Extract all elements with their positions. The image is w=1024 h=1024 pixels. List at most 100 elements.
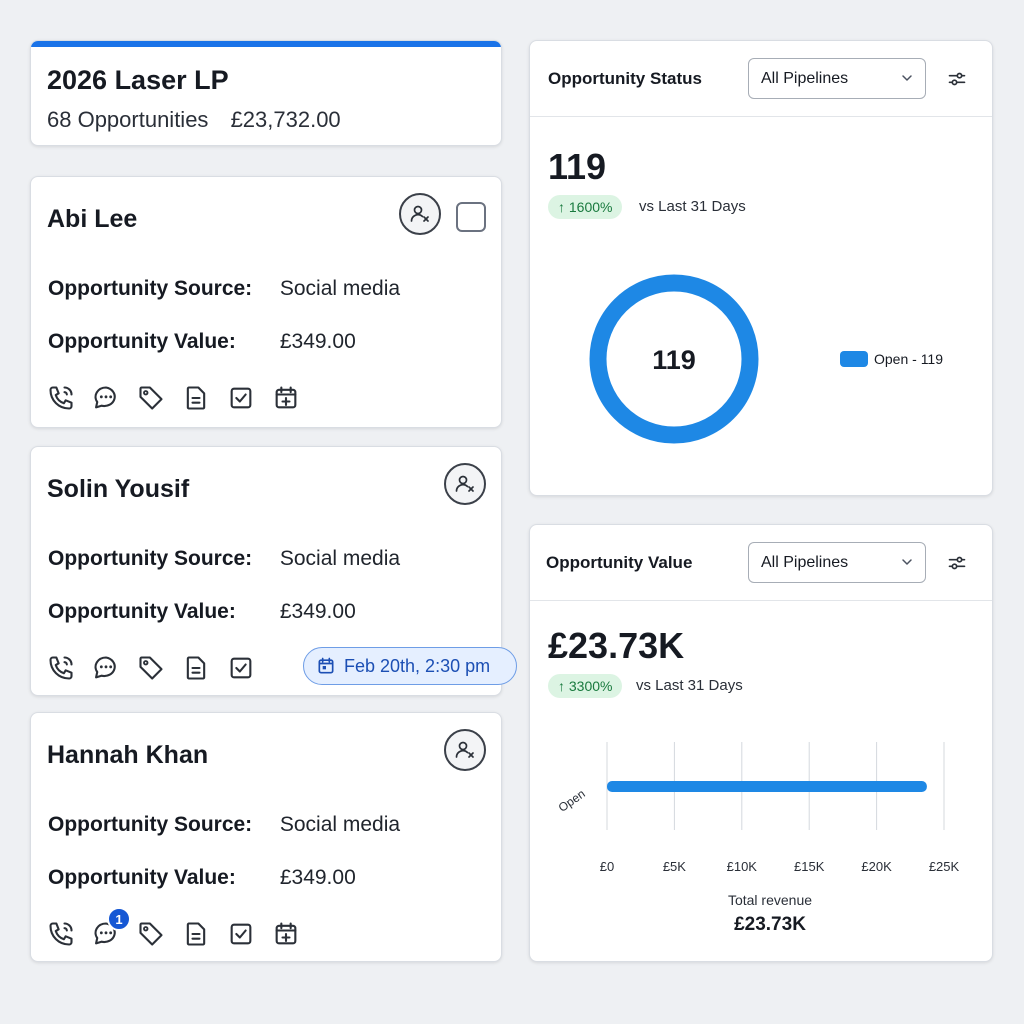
tag-icon <box>137 920 165 948</box>
calendar-add-icon <box>272 384 300 412</box>
unassign-user-button[interactable] <box>444 463 486 505</box>
filter-settings-icon[interactable] <box>947 69 967 89</box>
pipeline-summary-card: 2026 Laser LP 68 Opportunities £23,732.0… <box>30 40 502 146</box>
x-tick-label: £10K <box>727 859 758 874</box>
pipeline-select-value: All Pipelines <box>761 69 849 87</box>
opportunity-source-value: Social media <box>279 277 401 300</box>
notes-button[interactable] <box>181 919 211 949</box>
phone-icon <box>47 654 75 682</box>
message-button[interactable]: 1 <box>91 907 131 949</box>
opportunity-source-label: Opportunity Source: <box>48 547 253 570</box>
user-x-icon <box>453 472 477 496</box>
x-tick-label: £0 <box>600 859 614 874</box>
contact-name[interactable]: Abi Lee <box>47 205 138 233</box>
status-total: 119 <box>548 146 607 187</box>
legend-label-open: Open - 119 <box>874 351 944 367</box>
opportunity-source-row: Opportunity Source: Social media <box>48 813 400 837</box>
opportunity-card[interactable]: Solin Yousif Opportunity Source: Social … <box>30 446 517 696</box>
opportunity-value-row: Opportunity Value: £349.00 <box>48 330 356 354</box>
donut-slice-open[interactable] <box>589 274 759 444</box>
total-revenue-label: Total revenue <box>727 892 813 908</box>
opportunity-source-label: Opportunity Source: <box>48 277 253 300</box>
opportunity-status-widget: Opportunity Status All Pipelines 119 ↑ 1… <box>529 40 993 496</box>
tag-button[interactable] <box>136 653 166 683</box>
bar-open[interactable] <box>607 781 927 792</box>
appointment-chip[interactable]: Feb 20th, 2:30 pm <box>303 647 517 685</box>
chevron-down-icon <box>901 556 913 568</box>
x-tick-label: £15K <box>794 859 825 874</box>
status-trend-badge: ↑ 1600% <box>548 195 623 219</box>
calendar-add-icon <box>272 920 300 948</box>
calendar-icon <box>318 657 334 674</box>
opportunity-value-label: Opportunity Value: <box>48 330 236 353</box>
call-button[interactable] <box>46 919 76 949</box>
phone-icon <box>47 384 75 412</box>
chat-icon <box>92 384 120 412</box>
contact-name[interactable]: Hannah Khan <box>47 741 209 769</box>
x-tick-label: £5K <box>663 859 686 874</box>
quick-actions: 1 <box>46 907 316 949</box>
tag-button[interactable] <box>136 383 166 413</box>
legend-swatch-open <box>840 351 868 367</box>
value-bar-chart: £0 £5K £10K £15K £20K £25K Open <box>556 742 960 874</box>
pipeline-select[interactable]: All Pipelines <box>748 542 926 583</box>
tasks-button[interactable] <box>226 383 256 413</box>
widget-header: Opportunity Value All Pipelines <box>530 525 992 601</box>
x-tick-label: £20K <box>861 859 892 874</box>
widget-title: Opportunity Status <box>548 69 702 88</box>
contact-name[interactable]: Solin Yousif <box>47 475 190 503</box>
pipeline-meta: 68 Opportunities £23,732.00 <box>47 107 357 133</box>
user-x-icon <box>408 202 432 226</box>
select-checkbox[interactable] <box>456 202 486 232</box>
task-check-icon <box>227 920 255 948</box>
appointment-button[interactable] <box>271 383 301 413</box>
pipeline-select-value: All Pipelines <box>761 553 849 571</box>
donut-center-label: 119 <box>652 345 696 375</box>
unread-message-badge: 1 <box>107 907 131 931</box>
opportunity-source-value: Social media <box>279 547 401 570</box>
appointment-button[interactable] <box>271 919 301 949</box>
notes-button[interactable] <box>181 383 211 413</box>
opportunity-value-row: Opportunity Value: £349.00 <box>48 866 356 890</box>
filter-settings-icon[interactable] <box>947 553 967 573</box>
call-button[interactable] <box>46 383 76 413</box>
task-check-icon <box>227 654 255 682</box>
tag-button[interactable] <box>136 919 166 949</box>
unassign-user-button[interactable] <box>444 729 486 771</box>
opportunity-value-label: Opportunity Value: <box>48 600 236 623</box>
message-button[interactable] <box>91 383 121 413</box>
unassign-user-button[interactable] <box>399 193 441 235</box>
phone-icon <box>47 920 75 948</box>
tag-icon <box>137 384 165 412</box>
x-tick-label: £25K <box>929 859 960 874</box>
chevron-down-icon <box>901 72 913 84</box>
opportunity-card[interactable]: Hannah Khan Opportunity Source: Social m… <box>30 712 502 962</box>
value-trend-label: vs Last 31 Days <box>636 677 743 694</box>
opportunity-value-amount: £349.00 <box>279 866 356 889</box>
opportunity-value-amount: £349.00 <box>279 330 356 353</box>
notes-button[interactable] <box>181 653 211 683</box>
tasks-button[interactable] <box>226 919 256 949</box>
opportunity-value-row: Opportunity Value: £349.00 <box>48 600 356 624</box>
pipeline-title: 2026 Laser LP <box>47 65 229 95</box>
opportunity-value-amount: £349.00 <box>279 600 356 623</box>
document-icon <box>182 384 210 412</box>
pipeline-select[interactable]: All Pipelines <box>748 58 926 99</box>
status-trend-label: vs Last 31 Days <box>639 198 746 215</box>
value-trend-badge: ↑ 3300% <box>548 674 623 698</box>
quick-actions <box>46 383 316 413</box>
user-x-icon <box>453 738 477 762</box>
opportunity-source-row: Opportunity Source: Social media <box>48 547 400 571</box>
opportunity-value-widget: Opportunity Value All Pipelines £23.73K … <box>529 524 993 962</box>
call-button[interactable] <box>46 653 76 683</box>
y-category-label: Open <box>556 787 588 815</box>
opportunity-source-value: Social media <box>279 813 401 836</box>
tasks-button[interactable] <box>226 653 256 683</box>
appointment-time: Feb 20th, 2:30 pm <box>344 655 491 676</box>
opportunity-source-row: Opportunity Source: Social media <box>48 277 400 301</box>
value-total: £23.73K <box>548 625 685 666</box>
message-button[interactable] <box>91 653 121 683</box>
tag-icon <box>137 654 165 682</box>
chat-icon <box>92 654 120 682</box>
opportunity-card[interactable]: Abi Lee Opportunity Source: Social media… <box>30 176 502 428</box>
